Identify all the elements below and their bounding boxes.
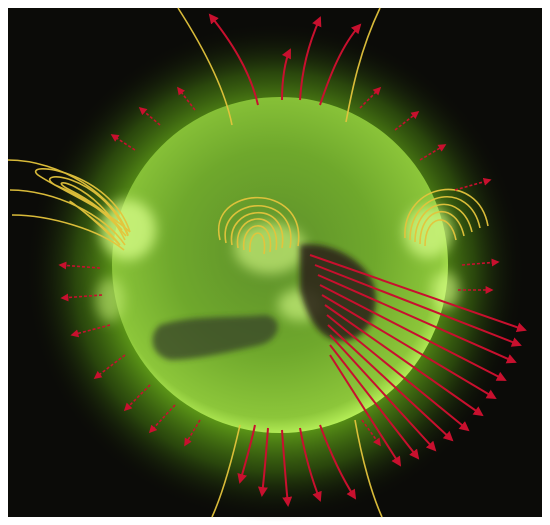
magnetic-field-loops	[7, 7, 489, 518]
solar-wind-arrows	[58, 13, 527, 507]
